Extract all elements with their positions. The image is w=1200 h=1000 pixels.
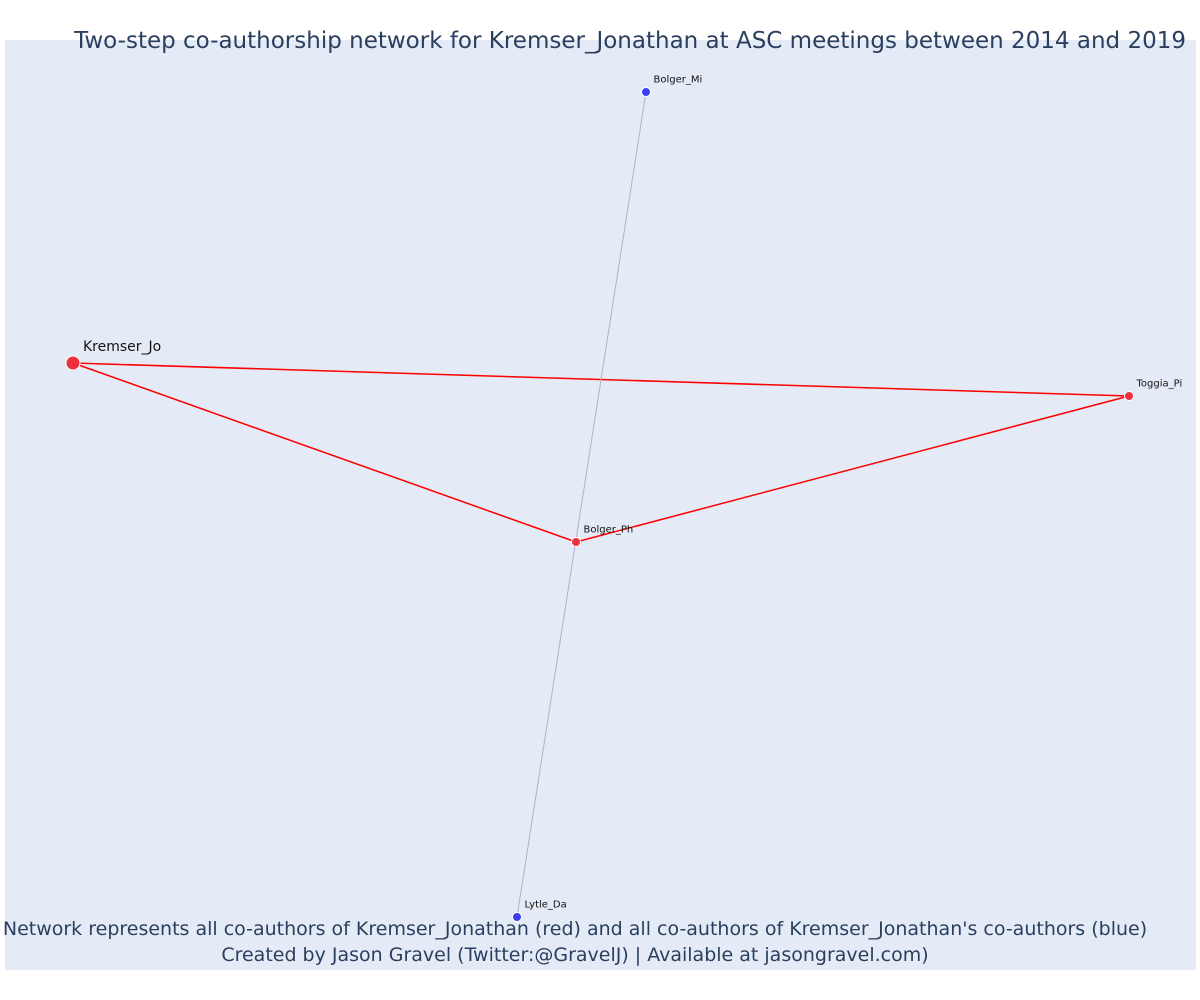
node-label-toggia: Toggia_Pi [1136,379,1183,390]
node-lytle[interactable]: Lytle_Da [512,900,567,922]
node-toggia[interactable]: Toggia_Pi [1124,379,1183,401]
footer-credit: Created by Jason Gravel (Twitter:@Gravel… [221,944,929,966]
node-marker-lytle[interactable] [512,912,522,922]
node-marker-kremser[interactable] [65,355,81,371]
edge-layer [72,91,1130,918]
node-bolger_ph[interactable]: Bolger_Ph [571,525,634,547]
chart-title: Two-step co-authorship network for Krems… [74,28,1186,54]
plot-area [5,40,1196,970]
edge-bolger_mi-lytle [516,91,647,918]
node-layer: Kremser_Jo Toggia_Pi Bolger_Ph Bolger_Mi Lyt… [65,75,1183,922]
edge-kremser-bolger_ph [72,362,577,543]
node-bolger_mi[interactable]: Bolger_Mi [641,75,703,97]
edge-bolger_ph-toggia [575,395,1130,543]
node-marker-toggia[interactable] [1124,391,1134,401]
footer-description: Network represents all co-authors of Kre… [2,918,1148,940]
node-label-lytle: Lytle_Da [525,900,567,911]
node-label-bolger_ph: Bolger_Ph [584,525,634,536]
node-marker-bolger_ph[interactable] [571,537,581,547]
node-label-kremser: Kremser_Jo [83,339,161,355]
node-marker-bolger_mi[interactable] [641,87,651,97]
node-kremser[interactable]: Kremser_Jo [65,339,161,371]
node-label-bolger_mi: Bolger_Mi [654,75,703,86]
